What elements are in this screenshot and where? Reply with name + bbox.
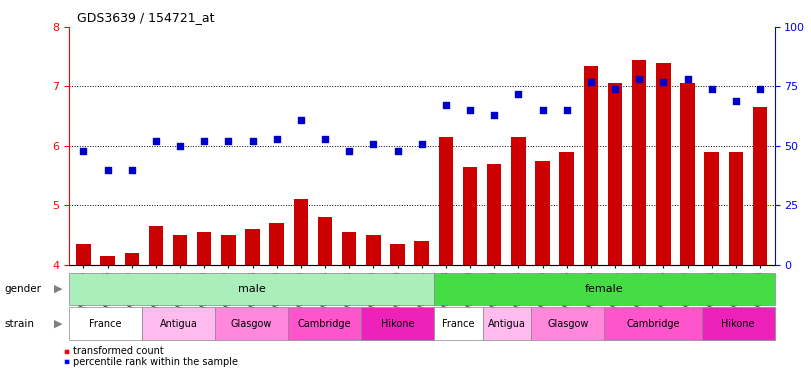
Bar [197,232,212,265]
Text: Cambridge: Cambridge [298,318,351,329]
Bar [584,66,598,265]
Point [512,91,525,97]
Text: ▶: ▶ [54,284,62,294]
Text: gender: gender [4,284,41,294]
Point [681,76,694,82]
Bar [439,137,453,265]
Point [222,138,235,144]
Bar [728,152,743,265]
Point [319,136,332,142]
Bar [560,152,574,265]
Point [391,147,404,154]
Point [77,147,90,154]
Bar [680,83,695,265]
Text: percentile rank within the sample: percentile rank within the sample [73,357,238,367]
Point [729,98,742,104]
Bar [487,164,501,265]
Text: ◾: ◾ [63,347,70,356]
Bar [607,83,622,265]
Point [198,138,211,144]
Bar [318,217,333,265]
Bar [705,152,719,265]
Text: Glasgow: Glasgow [547,318,589,329]
Text: France: France [89,318,122,329]
Point [585,79,598,85]
Point [125,167,138,173]
Text: GDS3639 / 154721_at: GDS3639 / 154721_at [77,12,215,25]
Bar [753,107,767,265]
Bar [390,244,405,265]
Bar [76,244,91,265]
Point [343,147,356,154]
Text: transformed count: transformed count [73,346,164,356]
Point [440,103,453,109]
Bar [632,60,646,265]
Point [246,138,259,144]
Bar [656,63,671,265]
Bar [294,200,308,265]
Point [633,76,646,82]
Text: Hikone: Hikone [380,318,414,329]
Bar [535,161,550,265]
Bar [366,235,380,265]
Text: female: female [585,284,624,294]
Point [536,107,549,113]
Point [608,86,621,92]
Text: Cambridge: Cambridge [626,318,680,329]
Text: Glasgow: Glasgow [230,318,272,329]
Point [706,86,719,92]
Point [367,141,380,147]
Bar [245,229,260,265]
Point [657,79,670,85]
Point [101,167,114,173]
Text: strain: strain [4,318,34,329]
Bar [148,226,163,265]
Bar [511,137,526,265]
Text: Hikone: Hikone [721,318,755,329]
Bar [173,235,187,265]
Point [415,141,428,147]
Bar [342,232,357,265]
Text: Antigua: Antigua [488,318,526,329]
Point [560,107,573,113]
Point [174,143,187,149]
Text: male: male [238,284,265,294]
Text: Antigua: Antigua [160,318,197,329]
Bar [463,167,478,265]
Point [294,117,307,123]
Point [270,136,283,142]
Point [753,86,766,92]
Text: France: France [442,318,474,329]
Point [149,138,162,144]
Bar [221,235,236,265]
Bar [269,223,284,265]
Bar [125,253,139,265]
Point [464,107,477,113]
Bar [414,241,429,265]
Bar [101,256,115,265]
Point [487,112,500,118]
Text: ◾: ◾ [63,357,70,366]
Text: ▶: ▶ [54,318,62,329]
